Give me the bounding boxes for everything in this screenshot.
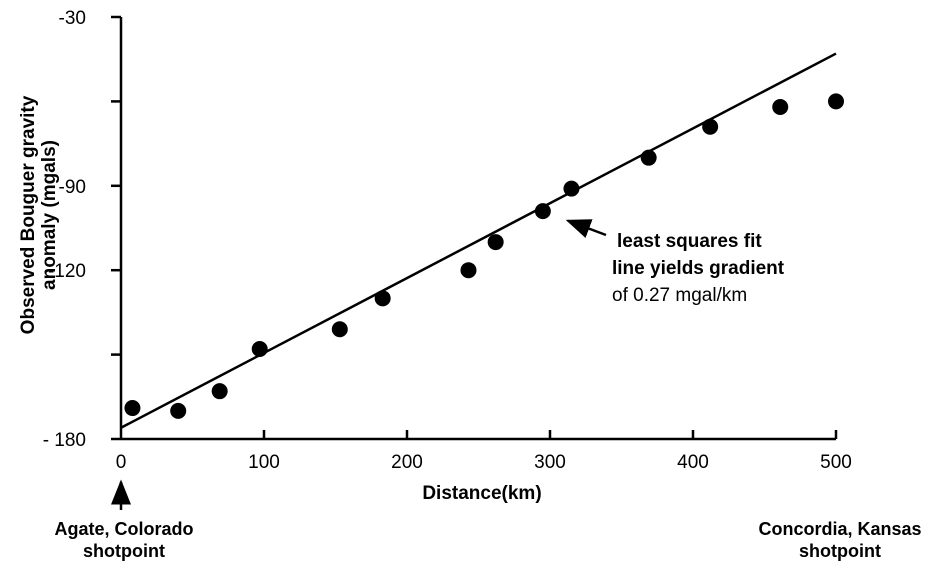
y-tick-label: -30 xyxy=(59,8,86,29)
fit-line-group xyxy=(120,52,837,429)
data-point xyxy=(640,149,657,166)
fit-line xyxy=(120,52,837,429)
x-axis-title: Distance(km) xyxy=(422,483,541,504)
y-tick-label: -90 xyxy=(59,177,86,198)
annotation-line-3: of 0.27 mgal/km xyxy=(612,285,747,306)
x-tick-label: 300 xyxy=(534,452,566,473)
data-point xyxy=(374,290,391,307)
x-tick-label: 200 xyxy=(391,452,423,473)
annotation-line-2: line yields gradient xyxy=(612,258,785,279)
data-point xyxy=(331,321,348,338)
site-agate-name: Agate, Colorado xyxy=(54,519,193,539)
site-concordia-name: Concordia, Kansas xyxy=(758,519,921,539)
site-agate: Agate, Colorado shotpoint xyxy=(54,479,194,561)
axes xyxy=(111,15,838,441)
data-point xyxy=(211,383,228,400)
data-points xyxy=(124,93,844,419)
tick-labels: -30 -90 -120 - 180 0 100 200 300 400 500 xyxy=(43,8,852,473)
annotation: least squares fit line yields gradient o… xyxy=(565,219,785,306)
y-axis-title-line-2: anomaly (mgals) xyxy=(39,140,60,290)
data-point xyxy=(487,234,504,251)
x-tick-label: 100 xyxy=(248,452,280,473)
y-tick-label: -120 xyxy=(48,261,86,282)
site-agate-shotpoint: shotpoint xyxy=(83,541,165,561)
y-tick-label: - 180 xyxy=(43,430,86,451)
data-point xyxy=(124,400,141,417)
y-axis-title-line-1: Observed Bouguer gravity xyxy=(18,95,39,334)
data-point xyxy=(772,99,789,116)
x-tick-label: 500 xyxy=(820,452,852,473)
data-point xyxy=(828,93,844,110)
annotation-arrow xyxy=(565,219,607,239)
data-point xyxy=(702,118,719,135)
site-concordia: Concordia, Kansas shotpoint xyxy=(758,519,921,561)
data-point xyxy=(534,203,551,220)
data-point xyxy=(563,180,580,197)
x-tick-label: 0 xyxy=(116,452,127,473)
x-tick-label: 400 xyxy=(677,452,709,473)
site-concordia-shotpoint: shotpoint xyxy=(799,541,881,561)
annotation-line-1: least squares fit xyxy=(617,231,762,252)
data-point xyxy=(170,402,187,419)
data-point xyxy=(251,340,268,357)
data-point xyxy=(460,262,477,279)
